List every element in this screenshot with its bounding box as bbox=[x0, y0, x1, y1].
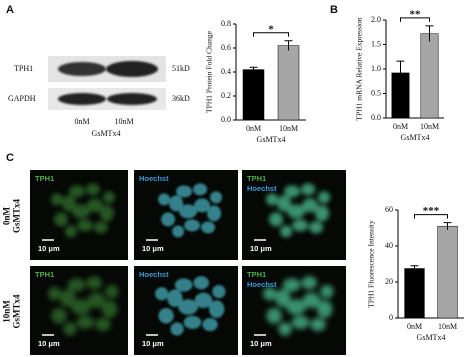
scale-label: 10 μm bbox=[250, 339, 272, 348]
significance: * bbox=[268, 23, 274, 35]
y-tick-label: 1.5 bbox=[371, 39, 381, 48]
row-treatment: GsMTx4 bbox=[11, 199, 21, 234]
channel-label: TPH1 bbox=[35, 174, 54, 183]
blot-row-label: TPH1 bbox=[14, 64, 33, 73]
channel-label: TPH1 bbox=[247, 270, 266, 279]
row-label: 10nMGsMTx4 bbox=[2, 294, 22, 329]
lane-label: 10nM bbox=[114, 117, 133, 126]
significance-bracket bbox=[253, 32, 289, 37]
row-treatment: GsMTx4 bbox=[11, 294, 21, 329]
error-bar bbox=[443, 222, 452, 230]
x-tick-label: 0nM bbox=[407, 322, 422, 331]
y-tick-label: 1.0 bbox=[371, 64, 381, 73]
significance: ** bbox=[410, 8, 422, 20]
y-tick-label: 0.8 bbox=[221, 19, 231, 28]
scale-label: 10 μm bbox=[142, 244, 164, 253]
channel-label: TPH1 bbox=[247, 174, 266, 183]
bar bbox=[242, 69, 265, 121]
x-axis-label: GsMTx4 bbox=[417, 333, 446, 342]
x-tick-label: 0nM bbox=[393, 122, 408, 131]
error-bar bbox=[249, 66, 258, 72]
y-tick-label: 0.4 bbox=[221, 67, 231, 76]
channel-label: Hoechst bbox=[247, 280, 277, 289]
x-tick-label: 0nM bbox=[246, 124, 261, 133]
error-bar bbox=[284, 40, 293, 51]
x-axis-label: GsMTx4 bbox=[257, 135, 286, 144]
y-tick-label: 0.0 bbox=[371, 113, 381, 122]
scale-label: 10 μm bbox=[38, 339, 60, 348]
row-dose: 0nM bbox=[2, 206, 12, 225]
y-tick-label: 0.0 bbox=[221, 115, 231, 124]
scale-label: 10 μm bbox=[38, 244, 60, 253]
row-dose: 10nM bbox=[2, 300, 12, 323]
panel-label: A bbox=[6, 4, 14, 16]
y-axis-label: TPH1 Protein Fold Change bbox=[205, 30, 214, 113]
panel-label: B bbox=[330, 4, 338, 16]
y-tick-label: 0 bbox=[389, 313, 393, 322]
significance: *** bbox=[423, 205, 440, 217]
x-tick-label: 10nM bbox=[420, 122, 439, 131]
significance-bracket bbox=[400, 17, 430, 22]
blot-treatment: GsMTx4 bbox=[92, 129, 121, 138]
row-label: 0nMGsMTx4 bbox=[2, 199, 22, 234]
significance-bracket bbox=[414, 214, 448, 219]
western-blot bbox=[48, 56, 166, 110]
error-bar bbox=[410, 265, 419, 272]
channel-label: TPH1 bbox=[35, 270, 54, 279]
y-tick-label: 40 bbox=[385, 241, 393, 250]
y-tick-label: 20 bbox=[385, 277, 393, 286]
x-axis-label: GsMTx4 bbox=[401, 133, 430, 142]
y-tick-label: 0.2 bbox=[221, 91, 231, 100]
channel-label: Hoechst bbox=[139, 270, 169, 279]
blot-size: 51kD bbox=[172, 64, 190, 73]
y-axis-label: TPH1 mRNA Relative Expression bbox=[355, 17, 364, 120]
x-tick-label: 10nM bbox=[279, 124, 298, 133]
scale-label: 10 μm bbox=[250, 244, 272, 253]
channel-label: Hoechst bbox=[139, 174, 169, 183]
x-tick-label: 10nM bbox=[438, 322, 457, 331]
y-tick-label: 0.5 bbox=[371, 88, 381, 97]
lane-label: 0nM bbox=[74, 117, 89, 126]
bar bbox=[437, 225, 458, 319]
y-tick-label: 60 bbox=[385, 205, 393, 214]
y-tick-label: 0.6 bbox=[221, 43, 231, 52]
bar bbox=[404, 268, 425, 319]
y-tick-label: 2.0 bbox=[371, 15, 381, 24]
bar bbox=[277, 45, 300, 121]
bar bbox=[420, 33, 439, 119]
scale-label: 10 μm bbox=[142, 339, 164, 348]
error-bar bbox=[425, 25, 434, 42]
panel-label: C bbox=[6, 152, 14, 164]
blot-row-label: GAPDH bbox=[8, 94, 36, 103]
error-bar bbox=[396, 60, 405, 85]
channel-label: Hoechst bbox=[247, 184, 277, 193]
y-axis-label: TPH1 Fluorescence Intensity bbox=[367, 220, 376, 308]
blot-size: 36kD bbox=[172, 94, 190, 103]
